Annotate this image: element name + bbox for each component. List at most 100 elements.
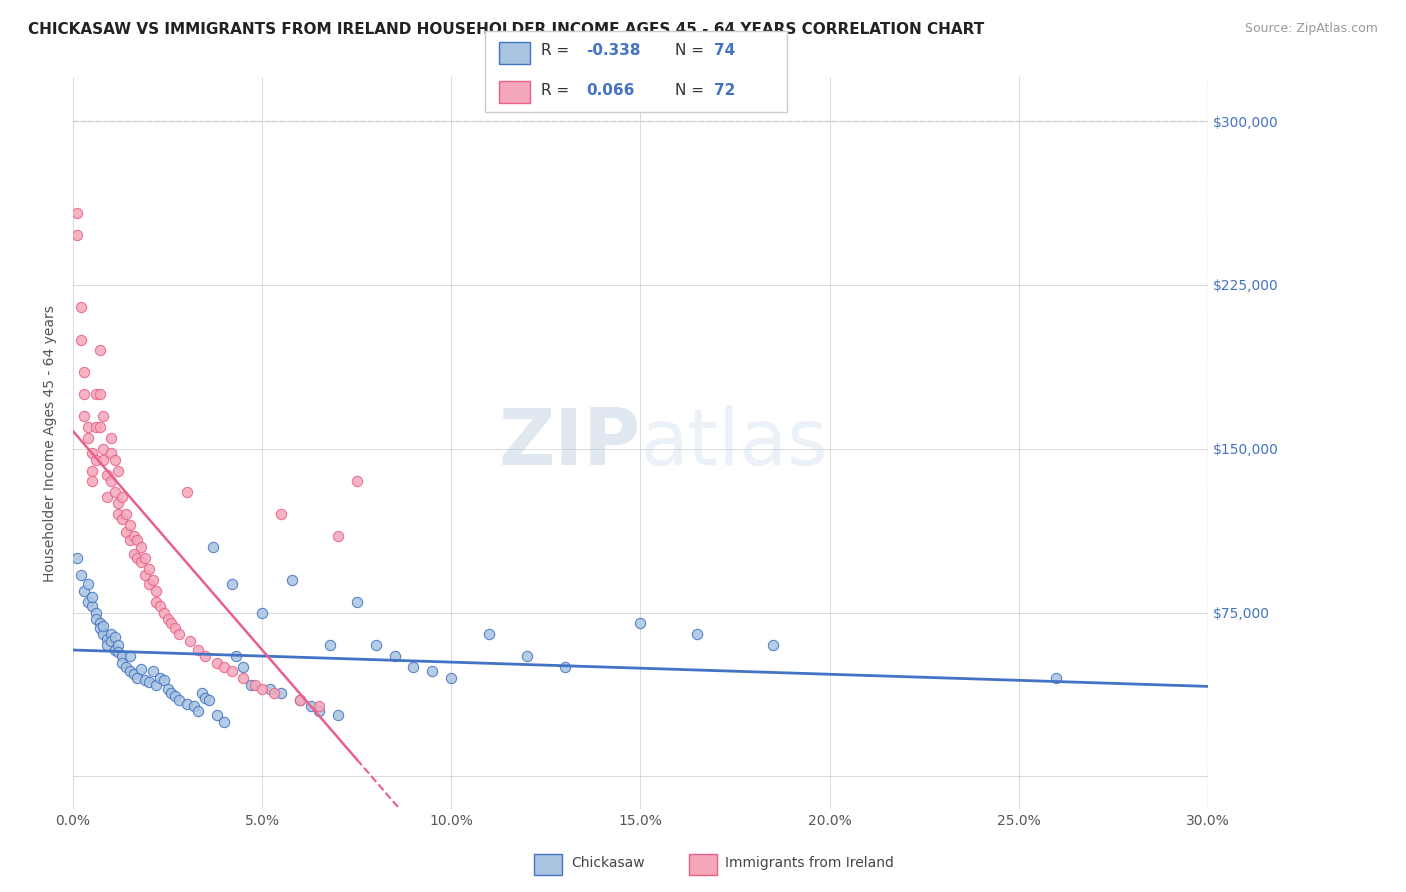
Point: [100, 627, 122, 641]
Text: R =: R =: [541, 83, 579, 97]
Point: [134, 673, 156, 688]
Point: [141, 573, 163, 587]
Point: [80, 464, 103, 478]
Point: [100, 634, 122, 648]
Point: [686, 627, 709, 641]
Point: [478, 627, 501, 641]
Point: [167, 693, 190, 707]
Point: [89, 616, 111, 631]
Point: [96, 632, 118, 646]
Point: [111, 649, 134, 664]
Text: Chickasaw: Chickasaw: [571, 856, 644, 871]
Point: [138, 675, 160, 690]
Text: 72: 72: [714, 83, 735, 97]
Point: [198, 693, 221, 707]
Point: [69, 300, 91, 314]
Text: -0.338: -0.338: [586, 44, 641, 58]
Point: [80, 591, 103, 605]
Text: 0.066: 0.066: [586, 83, 634, 97]
Point: [214, 714, 236, 729]
Point: [194, 649, 217, 664]
Point: [93, 627, 115, 641]
Point: [107, 638, 129, 652]
Point: [319, 638, 342, 652]
Point: [308, 704, 330, 718]
Point: [516, 649, 538, 664]
Point: [554, 660, 576, 674]
Point: [145, 594, 167, 608]
Point: [96, 467, 118, 482]
Point: [107, 645, 129, 659]
Point: [80, 446, 103, 460]
Point: [165, 621, 187, 635]
Point: [762, 638, 785, 652]
Point: [190, 686, 212, 700]
Point: [77, 431, 100, 445]
Point: [630, 616, 652, 631]
Point: [122, 547, 145, 561]
Point: [80, 599, 103, 613]
Point: [93, 452, 115, 467]
Point: [115, 524, 138, 539]
Point: [153, 673, 176, 688]
Point: [66, 550, 89, 565]
Point: [89, 387, 111, 401]
Point: [115, 508, 138, 522]
Point: [73, 387, 96, 401]
Point: [221, 577, 243, 591]
Point: [205, 708, 228, 723]
Point: [104, 485, 127, 500]
Point: [129, 555, 152, 569]
Point: [308, 699, 330, 714]
Point: [149, 599, 172, 613]
Point: [118, 518, 141, 533]
Point: [232, 671, 254, 685]
Point: [138, 562, 160, 576]
Point: [176, 485, 198, 500]
Point: [93, 409, 115, 423]
Point: [111, 656, 134, 670]
Point: [288, 693, 311, 707]
Point: [221, 665, 243, 679]
Point: [263, 686, 285, 700]
Point: [73, 409, 96, 423]
Point: [165, 689, 187, 703]
Point: [239, 677, 262, 691]
Point: [187, 704, 209, 718]
Point: [73, 365, 96, 379]
Point: [243, 677, 266, 691]
Point: [127, 533, 149, 548]
Point: [84, 420, 107, 434]
Point: [346, 594, 368, 608]
Point: [104, 630, 127, 644]
Point: [250, 606, 273, 620]
Point: [153, 606, 176, 620]
Point: [66, 227, 89, 242]
Text: N =: N =: [675, 44, 709, 58]
Point: [89, 621, 111, 635]
Text: Source: ZipAtlas.com: Source: ZipAtlas.com: [1244, 22, 1378, 36]
Text: Immigrants from Ireland: Immigrants from Ireland: [725, 856, 894, 871]
Point: [346, 475, 368, 489]
Point: [270, 508, 292, 522]
Text: 74: 74: [714, 44, 735, 58]
Point: [288, 693, 311, 707]
Point: [111, 511, 134, 525]
Point: [179, 634, 201, 648]
Point: [281, 573, 304, 587]
Point: [299, 699, 322, 714]
Point: [100, 431, 122, 445]
Point: [122, 666, 145, 681]
Point: [118, 665, 141, 679]
Point: [69, 568, 91, 582]
Point: [80, 475, 103, 489]
Point: [129, 662, 152, 676]
Point: [77, 594, 100, 608]
Point: [326, 529, 349, 543]
Point: [225, 649, 247, 664]
Point: [69, 333, 91, 347]
Point: [176, 698, 198, 712]
Point: [96, 490, 118, 504]
Point: [145, 677, 167, 691]
Point: [115, 660, 138, 674]
